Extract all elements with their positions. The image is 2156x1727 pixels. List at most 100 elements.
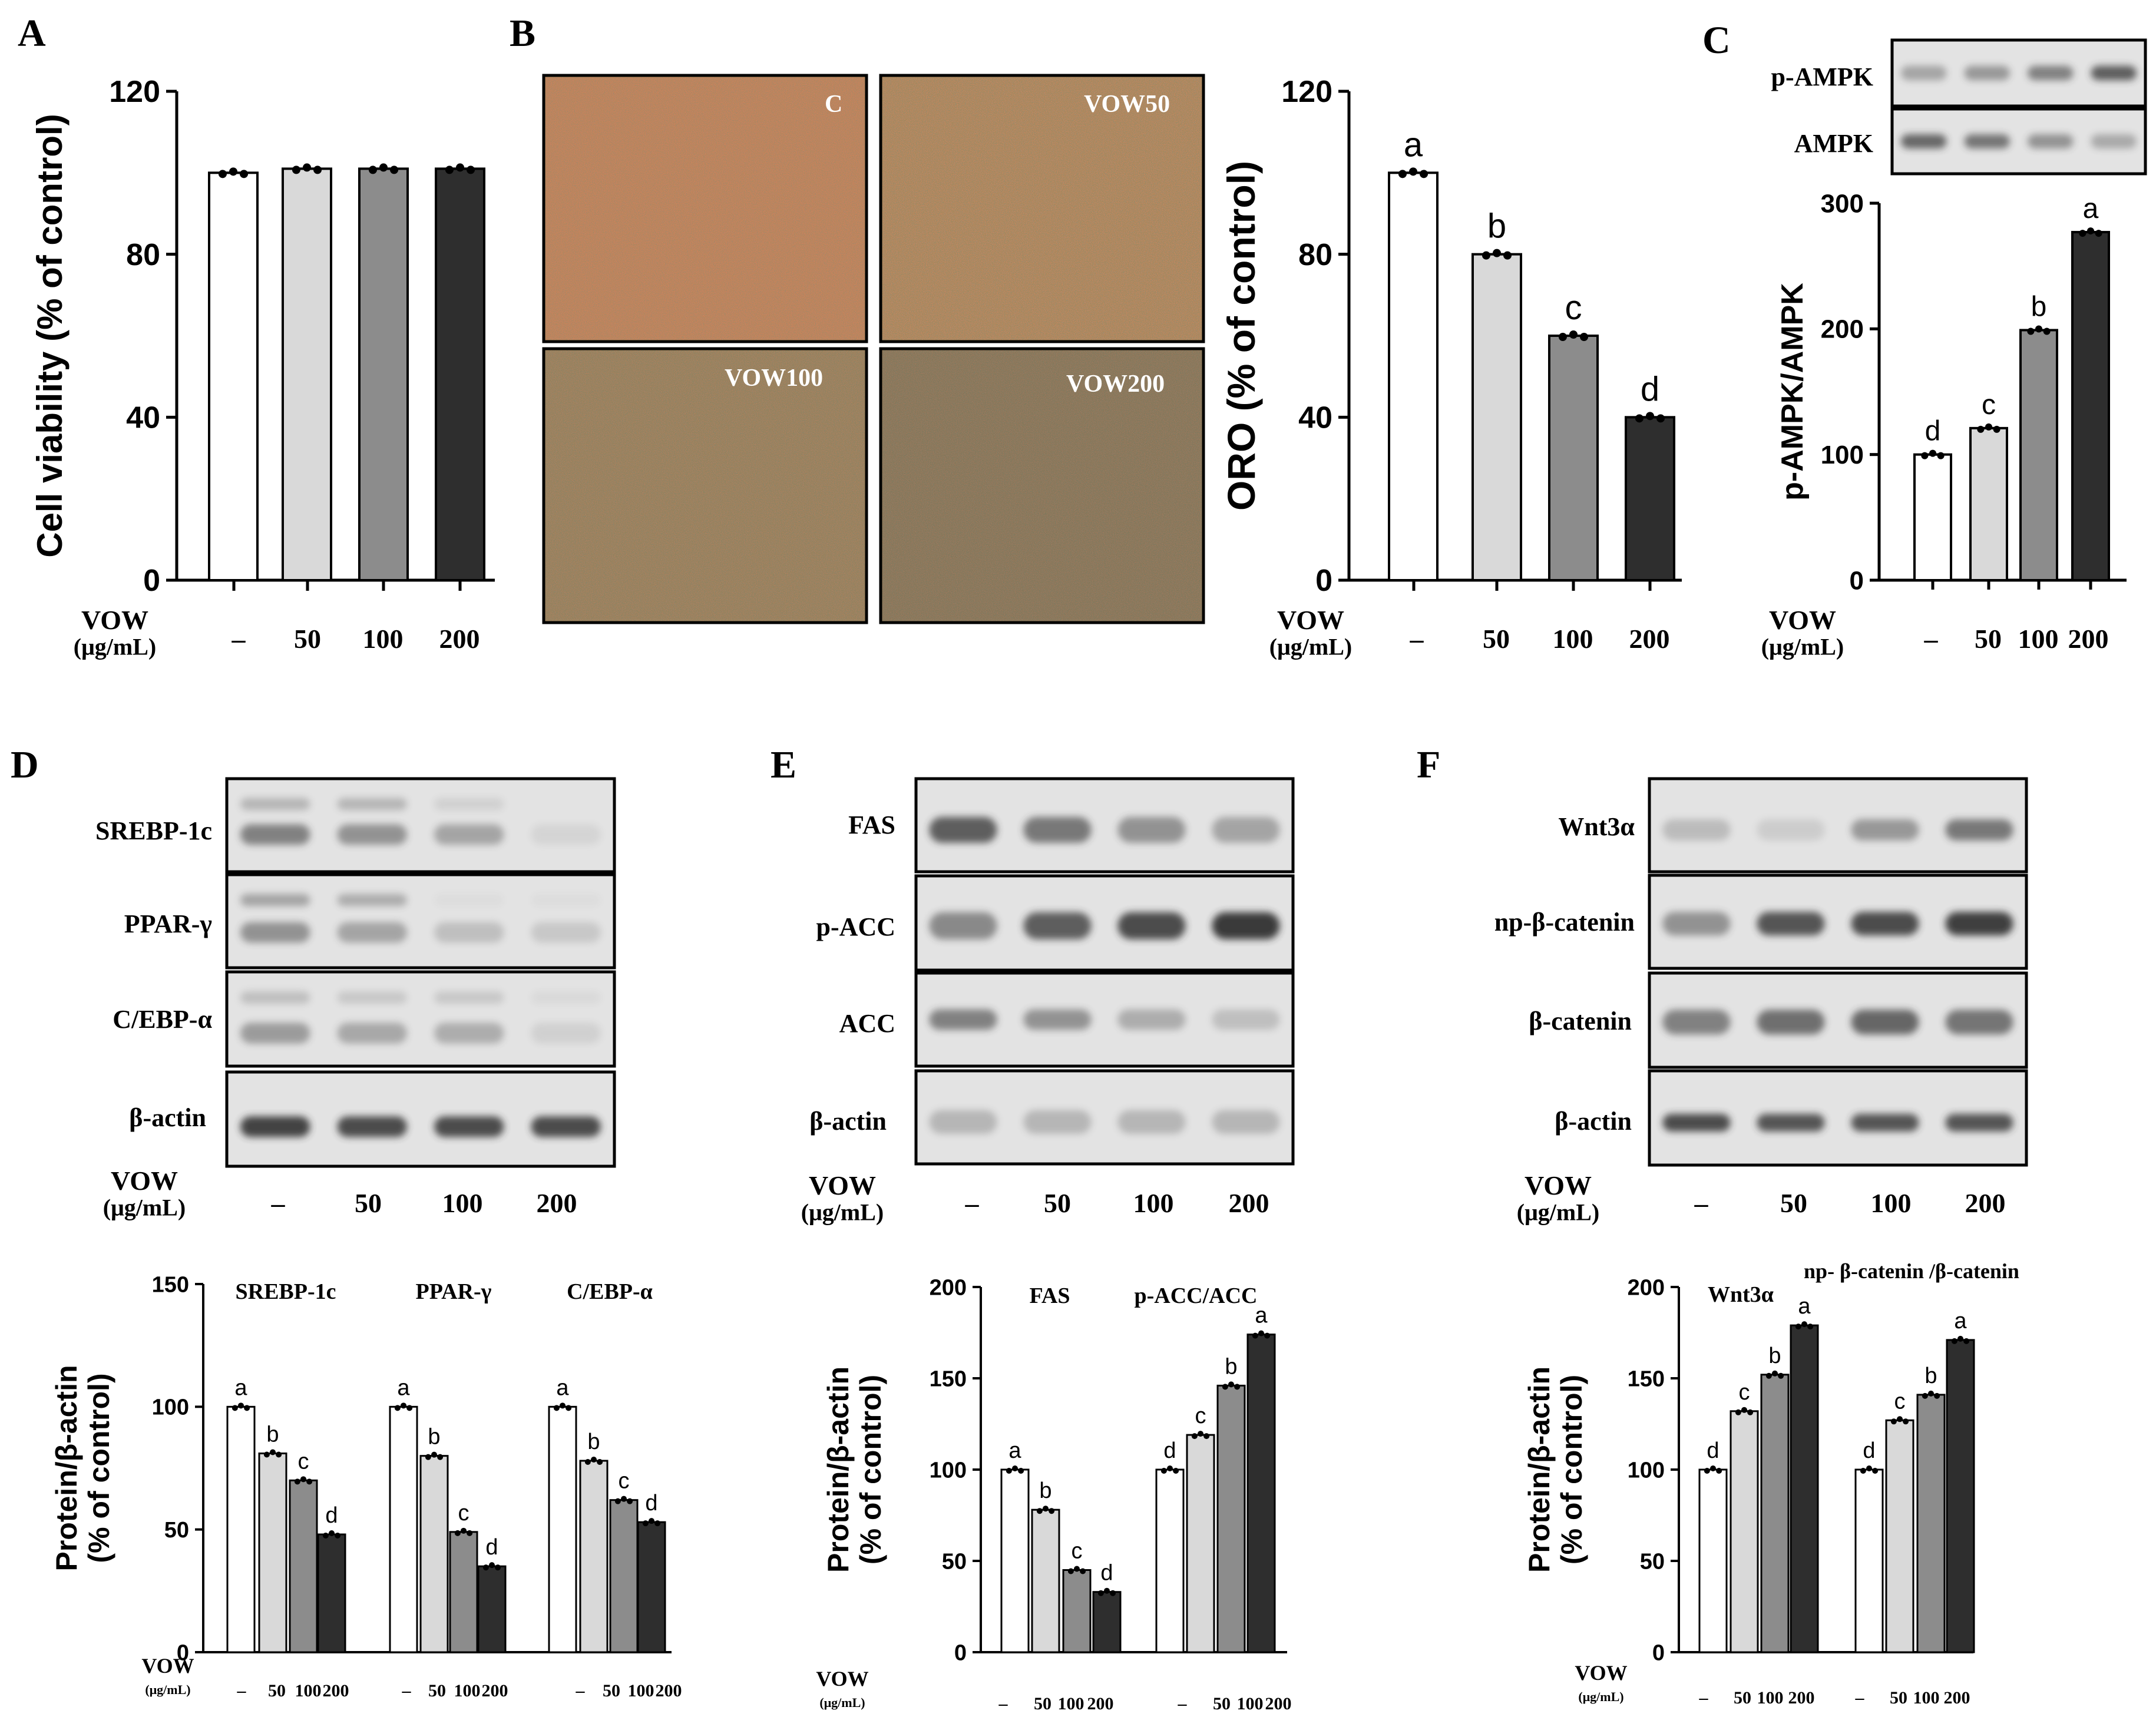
blot-label-np-catenin: np-β-catenin: [1494, 908, 1635, 937]
bar: [1916, 1394, 1946, 1653]
bar: [435, 167, 485, 581]
dose-label-small: 200: [1788, 1688, 1815, 1708]
blot-box: [225, 873, 616, 970]
blot-band: [240, 922, 310, 943]
dose-label-small: 200: [1087, 1694, 1114, 1713]
western-blots: [225, 38, 2147, 1168]
significance-letter: a: [1008, 1438, 1021, 1463]
bar: [208, 171, 259, 582]
dose-header-small: VOW: [1575, 1661, 1627, 1685]
image-label-vow200: VOW200: [1066, 370, 1165, 398]
y-tick-label: 150: [152, 1272, 189, 1297]
dose-label: 200: [1965, 1188, 2006, 1218]
bar: [282, 167, 332, 581]
blot-band-upper: [531, 894, 601, 906]
blot-band-upper: [434, 894, 504, 906]
panel-letter-a: A: [18, 12, 46, 55]
significance-letter: c: [1565, 289, 1582, 327]
bar: [1246, 1334, 1276, 1653]
dose-label: 50: [294, 624, 321, 654]
dose-label-small: 50: [1734, 1688, 1751, 1708]
bar: [1885, 1419, 1914, 1653]
panel-b-images: C VOW50 VOW100 VOW200: [542, 74, 1205, 624]
bar: [1790, 1324, 1819, 1653]
blot-band: [1212, 912, 1280, 939]
blot-box: [225, 970, 616, 1068]
dose-label: 200: [537, 1188, 577, 1218]
blot-box: [914, 777, 1295, 874]
dose-label-small: 50: [603, 1681, 620, 1700]
bar: [1760, 1374, 1790, 1653]
dose-label-small: 100: [1058, 1694, 1084, 1713]
blot-band: [240, 1023, 310, 1044]
group-label: FAS: [1030, 1283, 1070, 1308]
blot-label-srebp: SREBP-1c: [95, 816, 212, 845]
bar: [1854, 1468, 1884, 1653]
blot-band-upper: [337, 991, 407, 1004]
bar: [1730, 1410, 1759, 1653]
significance-letter: b: [587, 1430, 600, 1454]
y-tick-label: 80: [1298, 238, 1332, 272]
bar: [317, 1533, 346, 1653]
dose-label: 50: [355, 1188, 382, 1218]
chart-A: 0 40 80 120 Cell viability (% of control): [30, 75, 495, 598]
blot-band: [2091, 65, 2137, 81]
blot-band: [1964, 134, 2010, 149]
blot-band-upper: [240, 798, 310, 810]
blot-band: [337, 1023, 407, 1044]
significance-letter: d: [1925, 416, 1941, 447]
oro-image-vow200: VOW200: [879, 347, 1205, 624]
dose-label: 200: [2068, 624, 2109, 654]
blot-label-ampk: AMPK: [1794, 129, 1873, 158]
blot-label-cebp: C/EBP-α: [113, 1005, 212, 1034]
dose-label-small: –: [237, 1681, 247, 1700]
panel-letter-c: C: [1702, 19, 1731, 62]
dose-label-small: 100: [1913, 1688, 1940, 1708]
y-tick-label: 80: [126, 238, 160, 272]
group-label: SREBP-1c: [236, 1279, 336, 1304]
chart-F: 0 50 100 150 200 Protein/β-actin (% of control…: [1523, 1259, 2019, 1665]
dose-label-small: 100: [1237, 1694, 1264, 1713]
blot-label-p-ampk: p-AMPK: [1771, 62, 1873, 91]
bar: [2019, 329, 2058, 581]
significance-letter: c: [1982, 389, 1996, 421]
y-axis-label: Protein/β-actin: [50, 1365, 83, 1571]
blot-band: [531, 1116, 601, 1137]
blot-band: [1117, 912, 1186, 939]
y-tick-label: 100: [1628, 1458, 1665, 1483]
significance-letter: c: [1195, 1404, 1206, 1428]
significance-letter: b: [1768, 1344, 1781, 1368]
blot-band-upper: [434, 798, 504, 810]
blot-box: [1648, 971, 2028, 1069]
significance-letter: c: [298, 1449, 309, 1474]
blot-band: [1757, 1010, 1825, 1035]
dose-label: 200: [1629, 624, 1670, 654]
blot-frame: [1648, 874, 2028, 970]
dose-label: 100: [1133, 1188, 1174, 1218]
blot-band: [929, 816, 997, 843]
blot-label-ppar: PPAR-γ: [124, 909, 212, 938]
y-tick-label: 40: [1298, 401, 1332, 435]
dose-label-small: –: [1178, 1694, 1188, 1713]
blot-box: [1890, 38, 2147, 108]
blot-band: [1945, 1114, 2013, 1132]
bar: [1471, 253, 1522, 581]
bar: [2071, 231, 2110, 582]
blot-band: [434, 922, 504, 943]
significance-letter: a: [234, 1375, 247, 1400]
bar: [449, 1531, 478, 1653]
blot-band: [1662, 819, 1731, 841]
oro-image-vow100: VOW100: [542, 347, 868, 624]
blot-band: [1945, 819, 2013, 841]
blot-box: [914, 1069, 1295, 1166]
significance-letter: d: [1100, 1561, 1113, 1586]
blot-label-fas: FAS: [848, 810, 895, 839]
blot-band: [1757, 1114, 1825, 1132]
blot-band: [2028, 65, 2074, 81]
dose-label-small: 200: [482, 1681, 508, 1700]
bar: [579, 1460, 609, 1653]
blot-band: [929, 1009, 997, 1030]
dose-label-small: 200: [323, 1681, 349, 1700]
dose-label: 100: [442, 1188, 483, 1218]
blot-band: [2091, 134, 2137, 149]
